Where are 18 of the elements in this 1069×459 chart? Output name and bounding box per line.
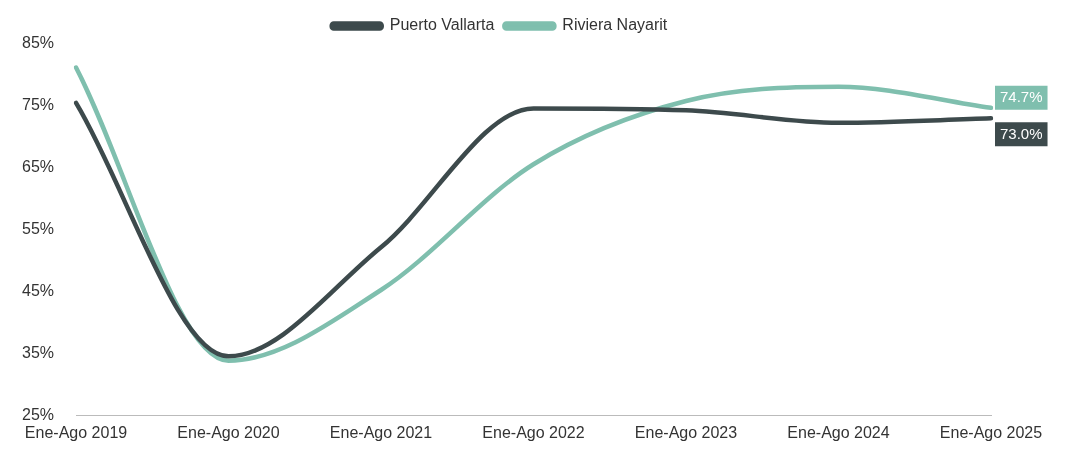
- x-tick-label: Ene-Ago 2023: [634, 423, 738, 441]
- y-tick-label: 35%: [21, 344, 55, 362]
- legend-label: Riviera Nayarit: [562, 16, 668, 34]
- y-tick-label: 25%: [21, 406, 55, 424]
- x-tick-label: Ene-Ago 2024: [787, 423, 890, 441]
- y-tick-label: 55%: [21, 220, 55, 238]
- y-tick-label: 75%: [21, 96, 55, 114]
- x-tick-label: Ene-Ago 2025: [939, 423, 1043, 441]
- y-tick-label: 85%: [21, 34, 55, 52]
- legend-label: Puerto Vallarta: [389, 16, 495, 34]
- x-tick-label: Ene-Ago 2022: [482, 423, 585, 441]
- data-label: 74.7%: [1000, 87, 1043, 105]
- y-tick-label: 45%: [21, 282, 55, 300]
- x-tick-label: Ene-Ago 2020: [177, 423, 280, 441]
- x-tick-label: Ene-Ago 2021: [329, 423, 433, 441]
- y-tick-label: 65%: [21, 158, 55, 176]
- x-tick-label: Ene-Ago 2019: [24, 423, 128, 441]
- data-label: 73.0%: [1000, 124, 1043, 142]
